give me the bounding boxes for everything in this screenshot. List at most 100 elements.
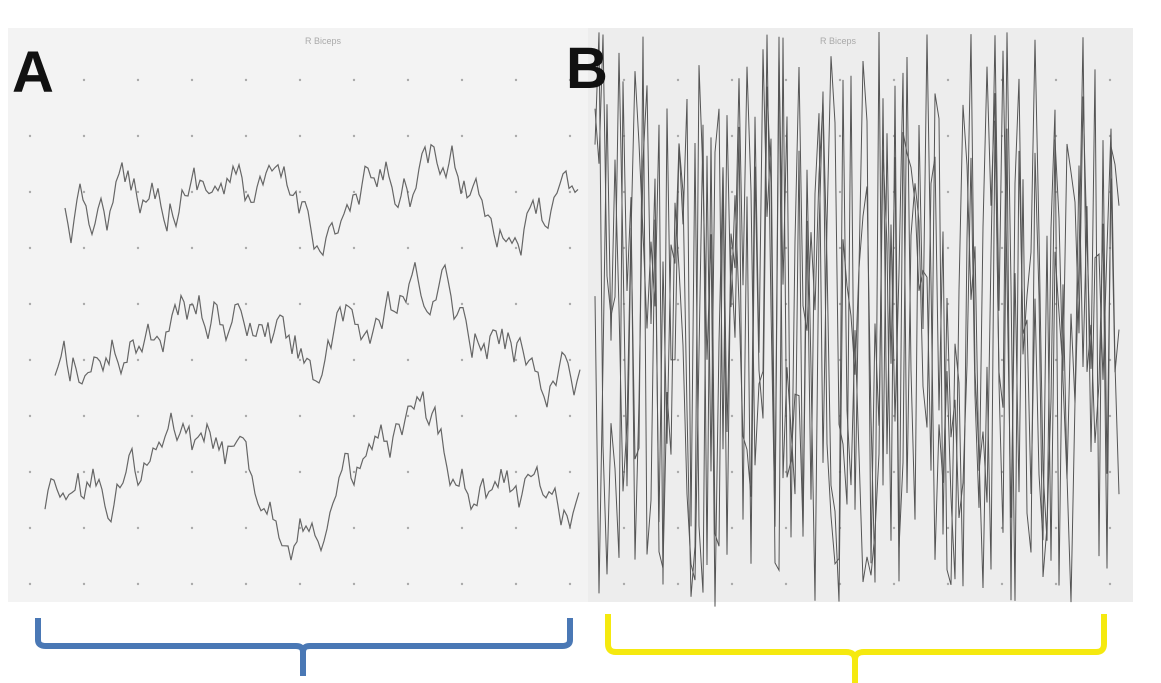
grid-dot	[28, 582, 32, 586]
grid-dot	[136, 246, 140, 250]
grid-dot	[730, 470, 734, 474]
grid-dot	[28, 414, 32, 418]
grid-dot	[676, 134, 680, 138]
grid-dot	[568, 78, 572, 82]
grid-dot	[82, 414, 86, 418]
grid-dot	[406, 246, 410, 250]
grid-dot	[190, 246, 194, 250]
grid-dot	[244, 358, 248, 362]
grid-dot	[460, 414, 464, 418]
grid-dot	[946, 78, 950, 82]
grid-dot	[244, 470, 248, 474]
grid-dot	[298, 246, 302, 250]
emg-trace	[594, 31, 1120, 607]
panel-label: B	[566, 36, 608, 101]
grid-dot	[190, 78, 194, 82]
grid-dot	[298, 190, 302, 194]
grid-dot	[1054, 582, 1058, 586]
grid-dot	[1000, 246, 1004, 250]
grid-dot	[1108, 526, 1112, 530]
channel-label: R Biceps	[305, 36, 342, 46]
grid-dot	[1000, 190, 1004, 194]
grid-dot	[1000, 582, 1004, 586]
panel-label: A	[12, 40, 54, 105]
grid-dot	[514, 470, 518, 474]
grid-dot	[892, 470, 896, 474]
grid-dot	[190, 470, 194, 474]
grid-dot	[460, 134, 464, 138]
grid-dot	[730, 134, 734, 138]
grid-dot	[82, 358, 86, 362]
grid-dot	[82, 470, 86, 474]
grid-dot	[1054, 526, 1058, 530]
grid-dot	[514, 358, 518, 362]
grid-dot	[406, 470, 410, 474]
grid-dot	[676, 78, 680, 82]
grid-dot	[298, 302, 302, 306]
channel-label: R Biceps	[820, 36, 857, 46]
grid-dot	[82, 246, 86, 250]
grid-dot	[514, 246, 518, 250]
grid-dot	[28, 78, 32, 82]
grid-dot	[82, 134, 86, 138]
grid-dot	[136, 414, 140, 418]
grid-dot	[1054, 78, 1058, 82]
grid-dot	[946, 190, 950, 194]
grid-dot	[28, 302, 32, 306]
grid-dot	[730, 414, 734, 418]
grid-dot	[460, 526, 464, 530]
grid-dot	[82, 302, 86, 306]
grid-dot	[784, 526, 788, 530]
grid-dot	[244, 414, 248, 418]
grid-dot	[190, 414, 194, 418]
grid-dot	[838, 190, 842, 194]
grid-dot	[406, 414, 410, 418]
grid-dot	[1108, 582, 1112, 586]
grid-dot	[190, 526, 194, 530]
grid-dot	[136, 358, 140, 362]
grid-dot	[1108, 414, 1112, 418]
grid-dot	[82, 582, 86, 586]
grid-dot	[676, 582, 680, 586]
grid-dot	[1000, 358, 1004, 362]
grid-dot	[514, 526, 518, 530]
grid-dot	[298, 78, 302, 82]
grid-dot	[406, 302, 410, 306]
grid-dot	[460, 358, 464, 362]
grid-dot	[568, 582, 572, 586]
grid-dot	[82, 78, 86, 82]
grid-dot	[136, 526, 140, 530]
grid-dot	[190, 190, 194, 194]
grid-dot	[730, 582, 734, 586]
grid-dot	[298, 414, 302, 418]
grid-dot	[730, 190, 734, 194]
grid-dot	[514, 302, 518, 306]
grid-dot	[28, 190, 32, 194]
grid-dot	[352, 358, 356, 362]
grid-dot	[1054, 414, 1058, 418]
grid-dot	[946, 470, 950, 474]
grid-dot	[460, 78, 464, 82]
grid-dot	[1054, 470, 1058, 474]
grid-dot	[622, 414, 626, 418]
grid-dot	[244, 190, 248, 194]
grid-dot	[568, 414, 572, 418]
emg-trace	[44, 391, 580, 561]
grid-dot	[406, 526, 410, 530]
grid-dot	[784, 78, 788, 82]
grid-dot	[244, 246, 248, 250]
grid-dot	[946, 246, 950, 250]
grid-dot	[136, 190, 140, 194]
grid-dot	[298, 134, 302, 138]
grid-dot	[676, 470, 680, 474]
grid-dot	[352, 526, 356, 530]
grid-dot	[514, 582, 518, 586]
grid-dot	[136, 582, 140, 586]
grid-dot	[784, 582, 788, 586]
grid-dot	[838, 246, 842, 250]
bracket-b	[605, 614, 1107, 683]
grid-dot	[244, 134, 248, 138]
grid-dot	[568, 470, 572, 474]
grid-dot	[1108, 470, 1112, 474]
